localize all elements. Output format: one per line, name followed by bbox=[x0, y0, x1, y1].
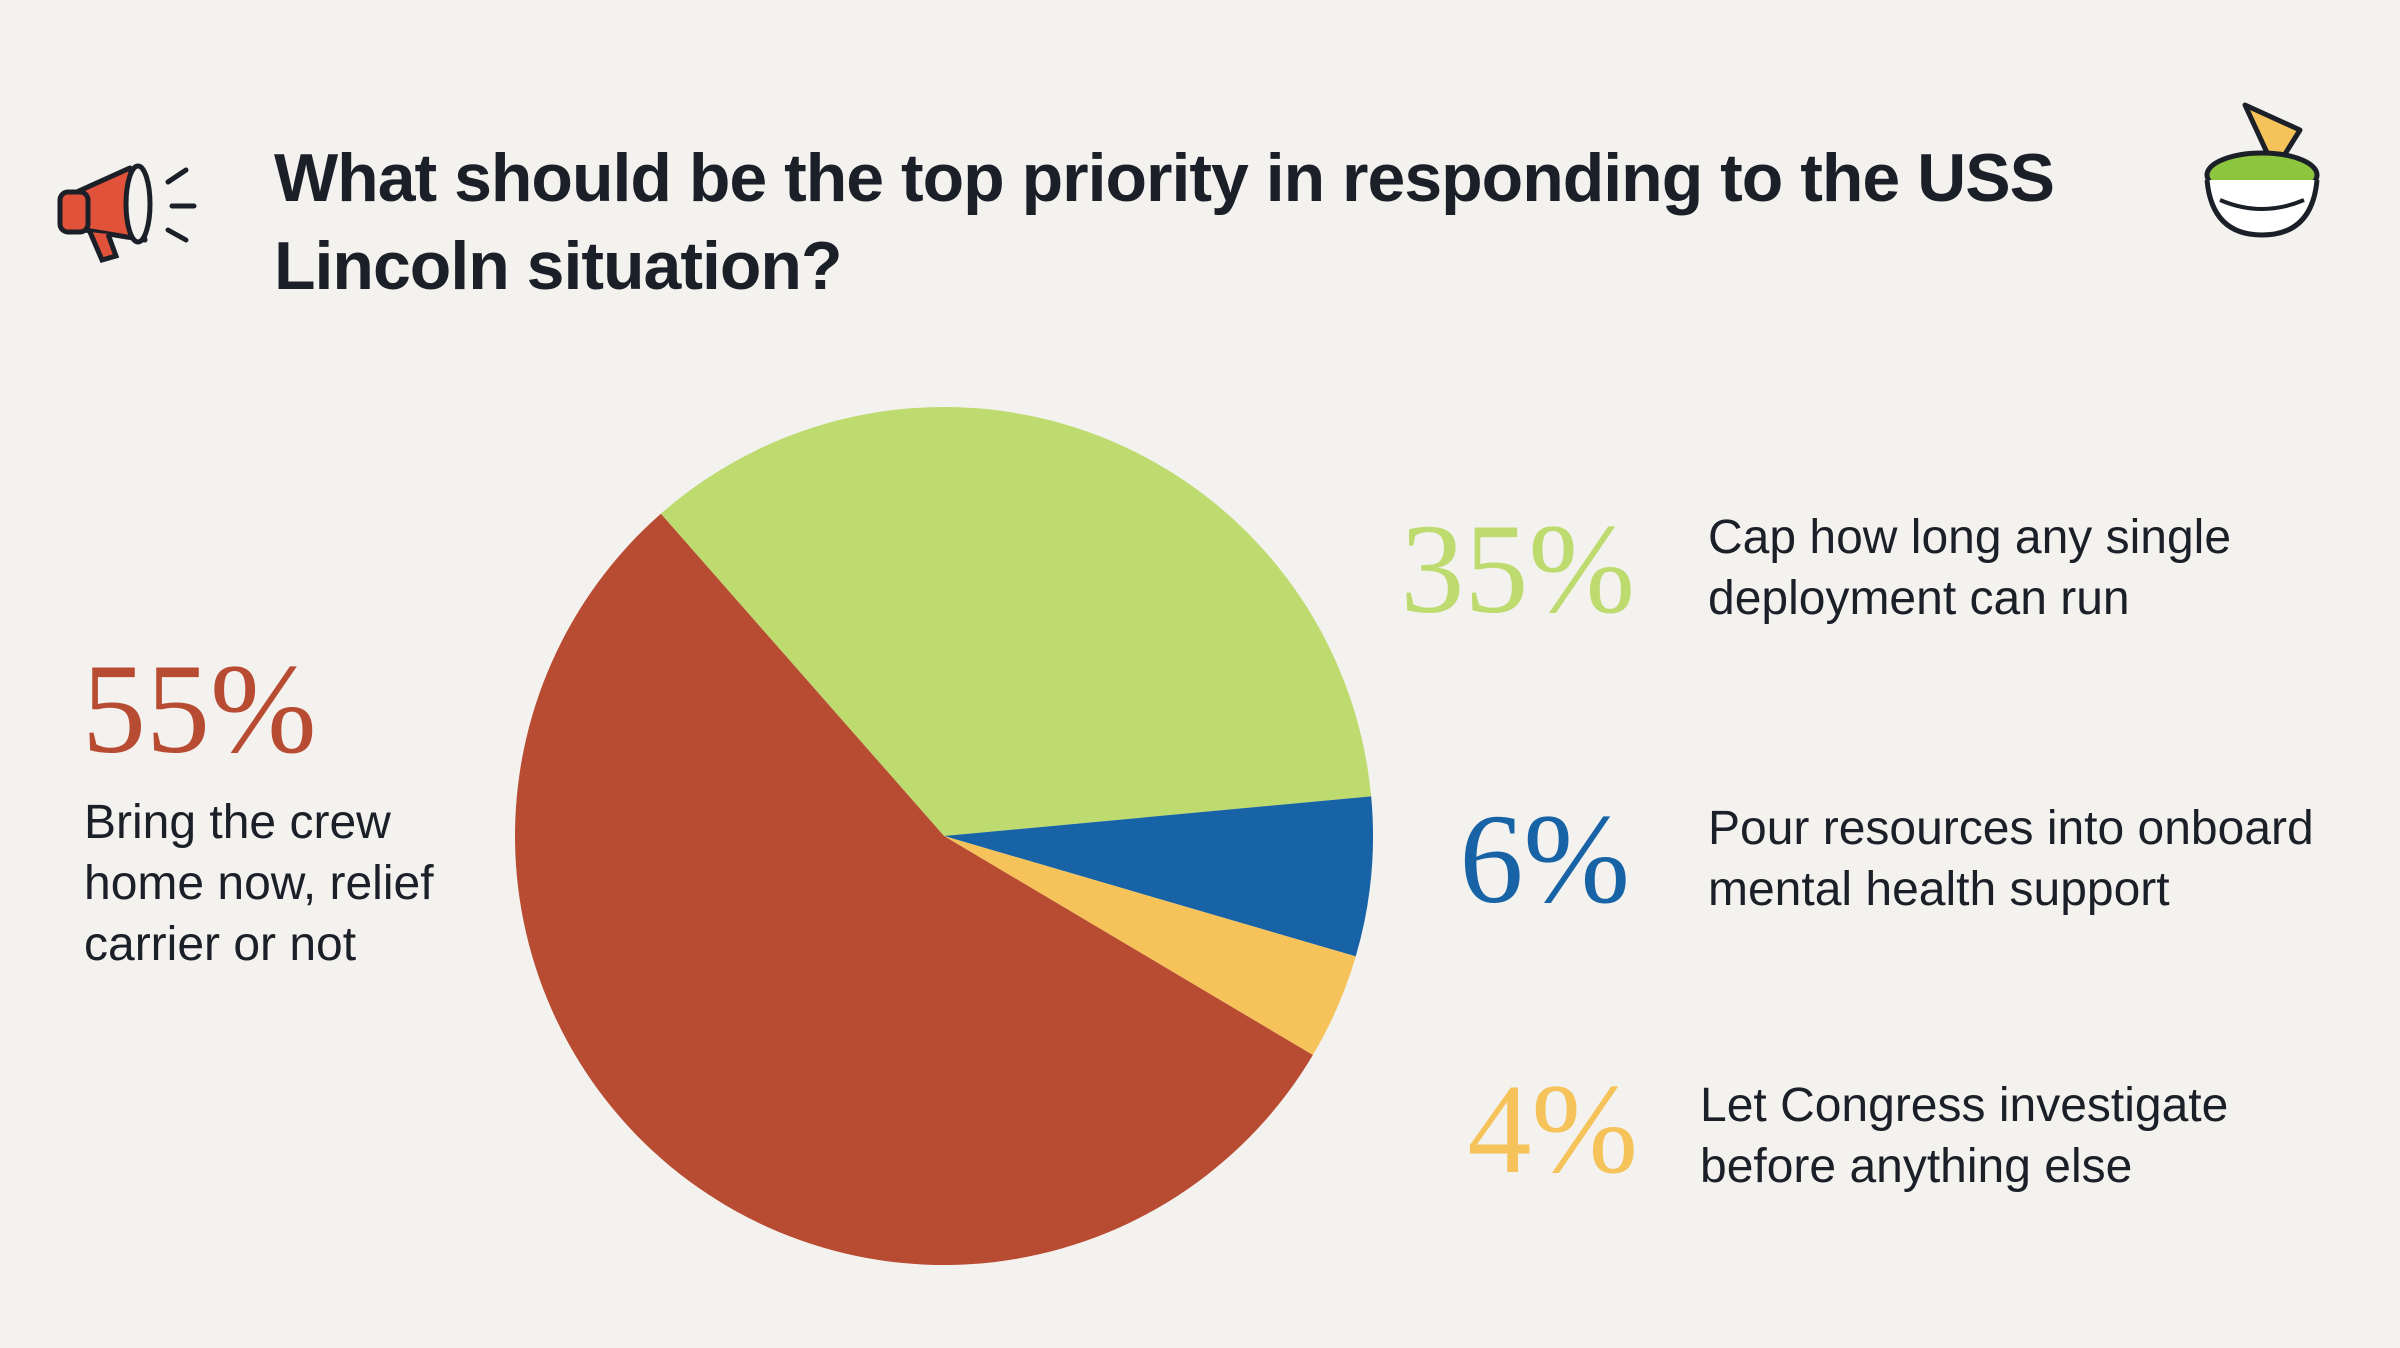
legend-label: Bring the crew home now, relief carrier … bbox=[84, 796, 434, 971]
legend-label: Let Congress investigate before anything… bbox=[1700, 1079, 2229, 1193]
pie-slice bbox=[514, 513, 1313, 1266]
pie-slice bbox=[944, 836, 1356, 1056]
legend-label: Cap how long any single deployment can r… bbox=[1708, 511, 2232, 625]
value-label: 6% bbox=[1459, 788, 1630, 930]
pie-slice bbox=[660, 407, 1372, 836]
value-label: 4% bbox=[1467, 1058, 1638, 1200]
value-label: 55% bbox=[82, 638, 317, 780]
chart-title: What should be the top priority in respo… bbox=[274, 140, 2055, 304]
megaphone-icon bbox=[57, 163, 197, 264]
pie-slice bbox=[944, 796, 1373, 957]
value-label: 35% bbox=[1400, 498, 1635, 640]
legend-label: Pour resources into onboard mental healt… bbox=[1708, 802, 2314, 916]
guacamole-icon bbox=[2204, 102, 2320, 238]
